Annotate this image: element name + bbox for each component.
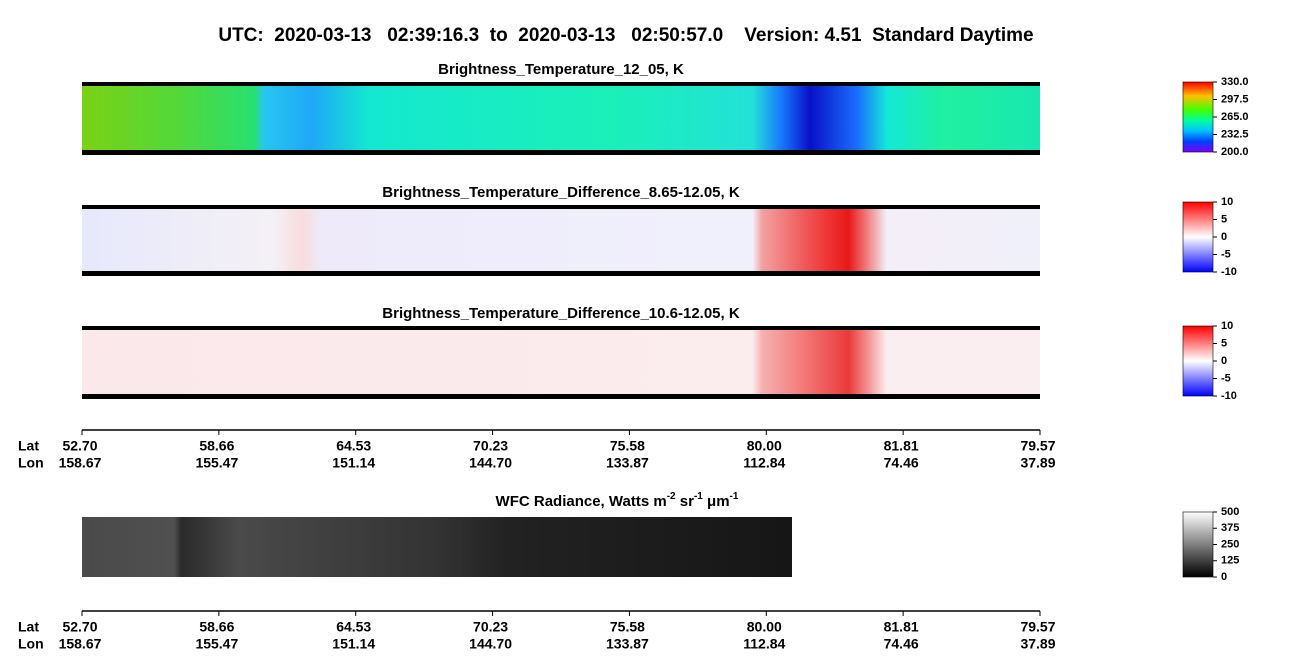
colorbar-label: 250: [1221, 538, 1239, 550]
wfc-title-part: -1: [694, 491, 703, 502]
wfc-title-part: -2: [667, 491, 676, 502]
colorbar-label: 10: [1221, 196, 1233, 208]
lat-label: 80.00: [747, 438, 782, 454]
colorbar: [1182, 81, 1214, 153]
axis-row-label: Lat: [18, 619, 39, 635]
axis-row-label: Lon: [18, 455, 44, 471]
panel-title: Brightness_Temperature_Difference_10.6-1…: [382, 305, 740, 322]
colorbar-label: 375: [1221, 522, 1239, 534]
lat-label: 70.23: [473, 438, 508, 454]
lon-label: 37.89: [1020, 455, 1055, 471]
lat-label: 75.58: [610, 438, 645, 454]
colorbar: [1182, 201, 1214, 273]
wfc-title-part: sr: [676, 493, 695, 510]
colorbar-label: 125: [1221, 555, 1239, 567]
lon-label: 151.14: [332, 455, 375, 471]
wfc-title-part: -1: [730, 491, 739, 502]
lon-label: 133.87: [606, 636, 649, 652]
colorbar-label: 200.0: [1221, 146, 1249, 158]
colorbar-label: 500: [1221, 506, 1239, 518]
lat-label: 79.57: [1020, 619, 1055, 635]
lat-label: 64.53: [336, 438, 371, 454]
wfc-image: [82, 517, 792, 577]
panel-title: Brightness_Temperature_12_05, K: [438, 61, 684, 78]
lat-label: 70.23: [473, 619, 508, 635]
colorbar-label: 5: [1221, 213, 1227, 225]
lon-label: 144.70: [469, 455, 512, 471]
lon-label: 37.89: [1020, 636, 1055, 652]
colorbar: [1182, 511, 1214, 578]
lon-label: 74.46: [884, 636, 919, 652]
colorbar-label: 0: [1221, 231, 1227, 243]
lon-label: 133.87: [606, 455, 649, 471]
wfc-title-part: WFC Radiance, Watts m: [496, 493, 667, 510]
colorbar-label: 232.5: [1221, 128, 1249, 140]
lat-label: 58.66: [199, 619, 234, 635]
swath-image: [82, 328, 1040, 396]
swath-edge: [82, 394, 1040, 399]
colorbar-label: 0: [1221, 355, 1227, 367]
lat-label: 81.81: [884, 438, 919, 454]
lat-label: 80.00: [747, 619, 782, 635]
colorbar-label: 330.0: [1221, 76, 1249, 88]
colorbar-label: 10: [1221, 320, 1233, 332]
lon-label: 158.67: [59, 455, 102, 471]
lat-label: 64.53: [336, 619, 371, 635]
colorbar-label: -5: [1221, 372, 1231, 384]
colorbar-label: -5: [1221, 248, 1231, 260]
lon-label: 144.70: [469, 636, 512, 652]
lon-label: 158.67: [59, 636, 102, 652]
lat-label: 81.81: [884, 619, 919, 635]
swath-edge: [82, 150, 1040, 155]
colorbar-label: 265.0: [1221, 111, 1249, 123]
wfc-title-part: μm: [703, 493, 730, 510]
lon-label: 74.46: [884, 455, 919, 471]
lon-label: 155.47: [195, 455, 238, 471]
colorbar-label: 5: [1221, 337, 1227, 349]
lat-label: 58.66: [199, 438, 234, 454]
colorbar-label: 0: [1221, 571, 1227, 583]
colorbar-label: 297.5: [1221, 93, 1249, 105]
colorbar-label: -10: [1221, 390, 1237, 402]
swath-edge: [82, 326, 1040, 330]
lon-label: 151.14: [332, 636, 375, 652]
swath-image: [82, 207, 1040, 273]
lat-label: 52.70: [62, 619, 97, 635]
axis-row-label: Lon: [18, 636, 44, 652]
wfc-title: WFC Radiance, Watts m-2 sr-1 μm-1: [496, 491, 739, 510]
swath-image: [82, 84, 1040, 152]
lon-label: 112.84: [743, 636, 785, 652]
page-title: UTC: 2020-03-13 02:39:16.3 to 2020-03-13…: [218, 25, 1033, 46]
swath-edge: [82, 82, 1040, 86]
lon-label: 155.47: [195, 636, 238, 652]
panel-title: Brightness_Temperature_Difference_8.65-1…: [382, 184, 740, 201]
lat-label: 75.58: [610, 619, 645, 635]
lat-label: 79.57: [1020, 438, 1055, 454]
lon-label: 112.84: [743, 455, 785, 471]
colorbar: [1182, 325, 1214, 397]
lat-label: 52.70: [62, 438, 97, 454]
swath-edge: [82, 271, 1040, 276]
colorbar-label: -10: [1221, 266, 1237, 278]
swath-edge: [82, 205, 1040, 209]
axis-row-label: Lat: [18, 438, 39, 454]
